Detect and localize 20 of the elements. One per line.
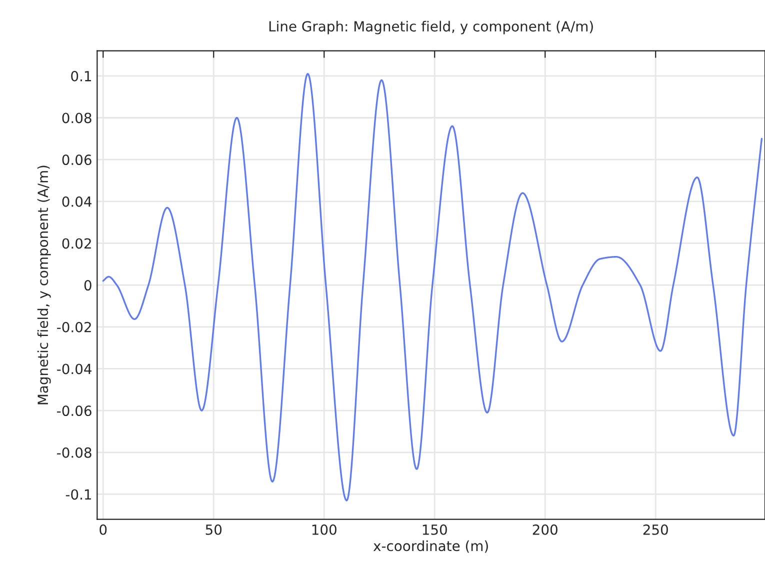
- x-tick-label: 250: [643, 524, 668, 535]
- x-tick-label: 150: [422, 524, 447, 535]
- x-tick-label: 100: [312, 524, 336, 535]
- x-tick-label: 0: [100, 524, 107, 535]
- y-axis-title: Magnetic field, y component (A/m): [37, 166, 51, 404]
- y-tick-label: 0.06: [62, 154, 92, 166]
- chart-title: Line Graph: Magnetic field, y component (A/m): [269, 20, 593, 34]
- y-tick-label: 0: [84, 280, 92, 291]
- x-tick-label: 50: [206, 524, 222, 535]
- y-tick-label: 0.1: [71, 70, 92, 82]
- x-axis-title: x-coordinate (m): [373, 540, 488, 553]
- y-tick-label: 0.04: [62, 196, 92, 207]
- x-tick-label: 200: [532, 524, 558, 535]
- y-tick-label: -0.04: [57, 364, 92, 374]
- y-tick-label: 0.08: [62, 112, 92, 124]
- y-tick-label: -0.08: [57, 447, 92, 458]
- y-tick-label: 0.02: [62, 238, 91, 249]
- y-tick-label: -0.06: [57, 406, 92, 416]
- y-tick-label: -0.1: [66, 489, 92, 500]
- y-tick-label: -0.02: [57, 322, 91, 332]
